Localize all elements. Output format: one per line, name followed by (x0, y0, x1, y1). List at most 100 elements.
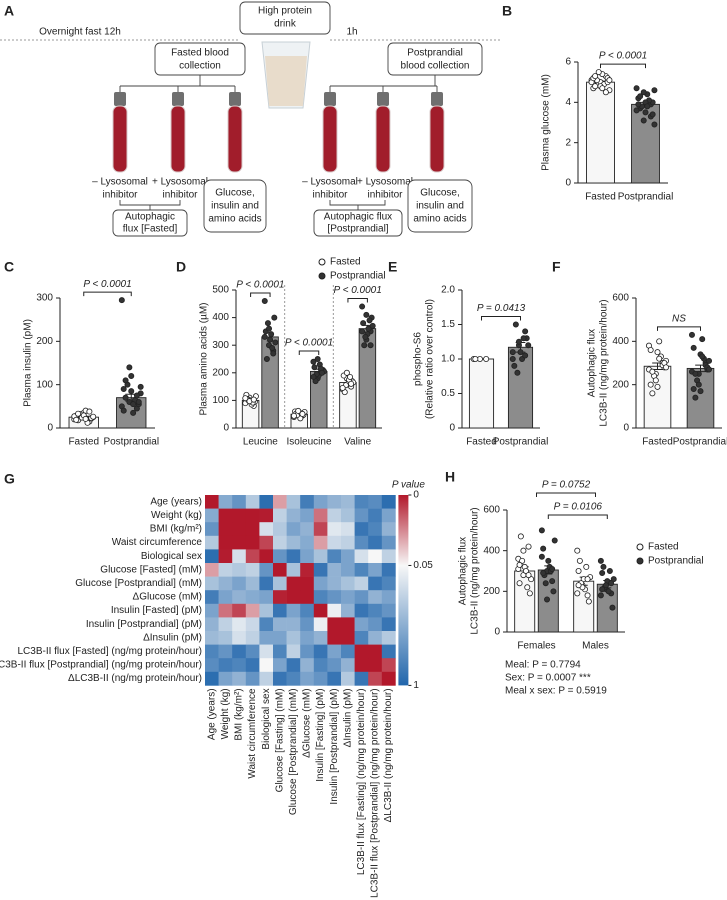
heatmap-cell (313, 495, 328, 509)
data-point (516, 580, 523, 587)
column-label: Age (years) (206, 688, 217, 740)
data-point (595, 69, 602, 76)
bracket (536, 492, 596, 497)
tube-body (227, 105, 243, 173)
heatmap-cell (259, 617, 274, 632)
heatmap-cell (368, 603, 383, 618)
heatmap-cell (300, 508, 315, 523)
flux-box (112, 209, 188, 237)
drink (265, 56, 307, 106)
data-point (608, 580, 615, 587)
heatmap-cell (205, 590, 219, 605)
data-point (472, 355, 479, 362)
row-label: LC3B-II flux [Postprandial] (ng/mg prote… (0, 660, 202, 671)
row-label: Glucose [Postprandial] (mM) (75, 578, 202, 589)
heatmap-cell (354, 603, 369, 618)
annotation: P < 0.0001 (83, 279, 131, 290)
data-point (603, 582, 610, 589)
bracket (83, 291, 132, 297)
y-axis-label: (Relative ratio over control) (425, 299, 436, 419)
heatmap-cell (273, 644, 287, 659)
data-point (483, 355, 490, 362)
data-point (522, 328, 529, 335)
y-tick-label: 600 (612, 293, 629, 304)
column-label: Waist circumference (247, 688, 258, 779)
heatmap-cell (368, 671, 383, 686)
bar (468, 358, 495, 429)
data-point (348, 380, 355, 387)
box-text: insulin and (416, 201, 464, 212)
heatmap-cell (218, 658, 233, 673)
heatmap-cell (327, 671, 342, 686)
heatmap-cell (218, 617, 233, 632)
heatmap-cell (273, 495, 287, 509)
heatmap-cell (273, 603, 287, 618)
y-tick-label: 400 (483, 545, 500, 556)
row-label: ΔGlucose (mM) (133, 592, 202, 603)
data-point (261, 298, 268, 305)
tube-body (322, 105, 338, 173)
data-point (314, 355, 321, 362)
heatmap-cell (205, 617, 219, 632)
data-point (576, 557, 583, 564)
heatmap-cell (273, 549, 287, 564)
bar (631, 103, 660, 184)
annotation: P < 0.0001 (236, 280, 284, 291)
data-point (540, 545, 547, 552)
heatmap-cell (313, 549, 328, 564)
heatmap-cell (341, 495, 355, 509)
heatmap-cell (286, 671, 301, 686)
heatmap-cell (286, 644, 301, 659)
data-point (517, 349, 524, 356)
tube-label: – Lysosomal (302, 177, 358, 188)
heatmap-cell (259, 535, 274, 550)
tube-label: + Lysosomal (152, 177, 208, 188)
y-tick-label: 6 (565, 57, 571, 68)
heatmap-cell (300, 644, 315, 659)
heatmap-cell (218, 631, 233, 645)
legend-marker (636, 543, 644, 551)
heatmap-cell (218, 522, 233, 537)
data-point (128, 388, 135, 395)
data-point (606, 568, 613, 575)
data-point (647, 346, 654, 353)
data-point (575, 568, 582, 575)
data-point (261, 333, 268, 340)
heatmap-cell (381, 522, 396, 537)
heatmap-cell (341, 590, 355, 605)
data-point (575, 582, 582, 589)
annotation: NS (672, 313, 686, 324)
heatmap-cell (205, 576, 219, 591)
row-label: ΔInsulin (pM) (143, 632, 202, 643)
data-point (606, 77, 613, 84)
x-tick-label: Valine (344, 437, 371, 448)
y-tick-label: 2.0 (441, 285, 455, 296)
x-tick-label: Isoleucine (286, 437, 331, 448)
data-point (509, 355, 516, 362)
heatmap-cell (245, 590, 260, 605)
y-axis-label: Plasma amino acids (µM) (199, 302, 210, 415)
data-point (271, 314, 278, 321)
data-point (574, 590, 581, 597)
measures-box (203, 179, 267, 233)
heatmap-cell (245, 549, 260, 564)
data-point (118, 297, 125, 304)
panel-letter: C (4, 259, 14, 275)
box-text: High protein (258, 6, 312, 17)
annotation: P < 0.0001 (599, 51, 647, 62)
y-tick-label: 0 (494, 627, 500, 638)
y-tick-label: 300 (36, 293, 53, 304)
tube-label: inhibitor (102, 190, 138, 201)
tube-label: + Lysosomal (357, 177, 413, 188)
heatmap-cell (286, 522, 301, 537)
data-point (130, 409, 137, 416)
data-point (633, 85, 640, 92)
box-text: Fasted blood (171, 48, 229, 59)
y-axis-label: LC3B-II (ng/mg protein/hour) (470, 507, 481, 634)
data-point (130, 401, 137, 408)
tube-cap (431, 92, 443, 106)
heatmap-cell (368, 508, 383, 523)
colorbar-title: P value (392, 480, 425, 491)
data-point (542, 580, 549, 587)
panel-letter: G (4, 471, 15, 487)
